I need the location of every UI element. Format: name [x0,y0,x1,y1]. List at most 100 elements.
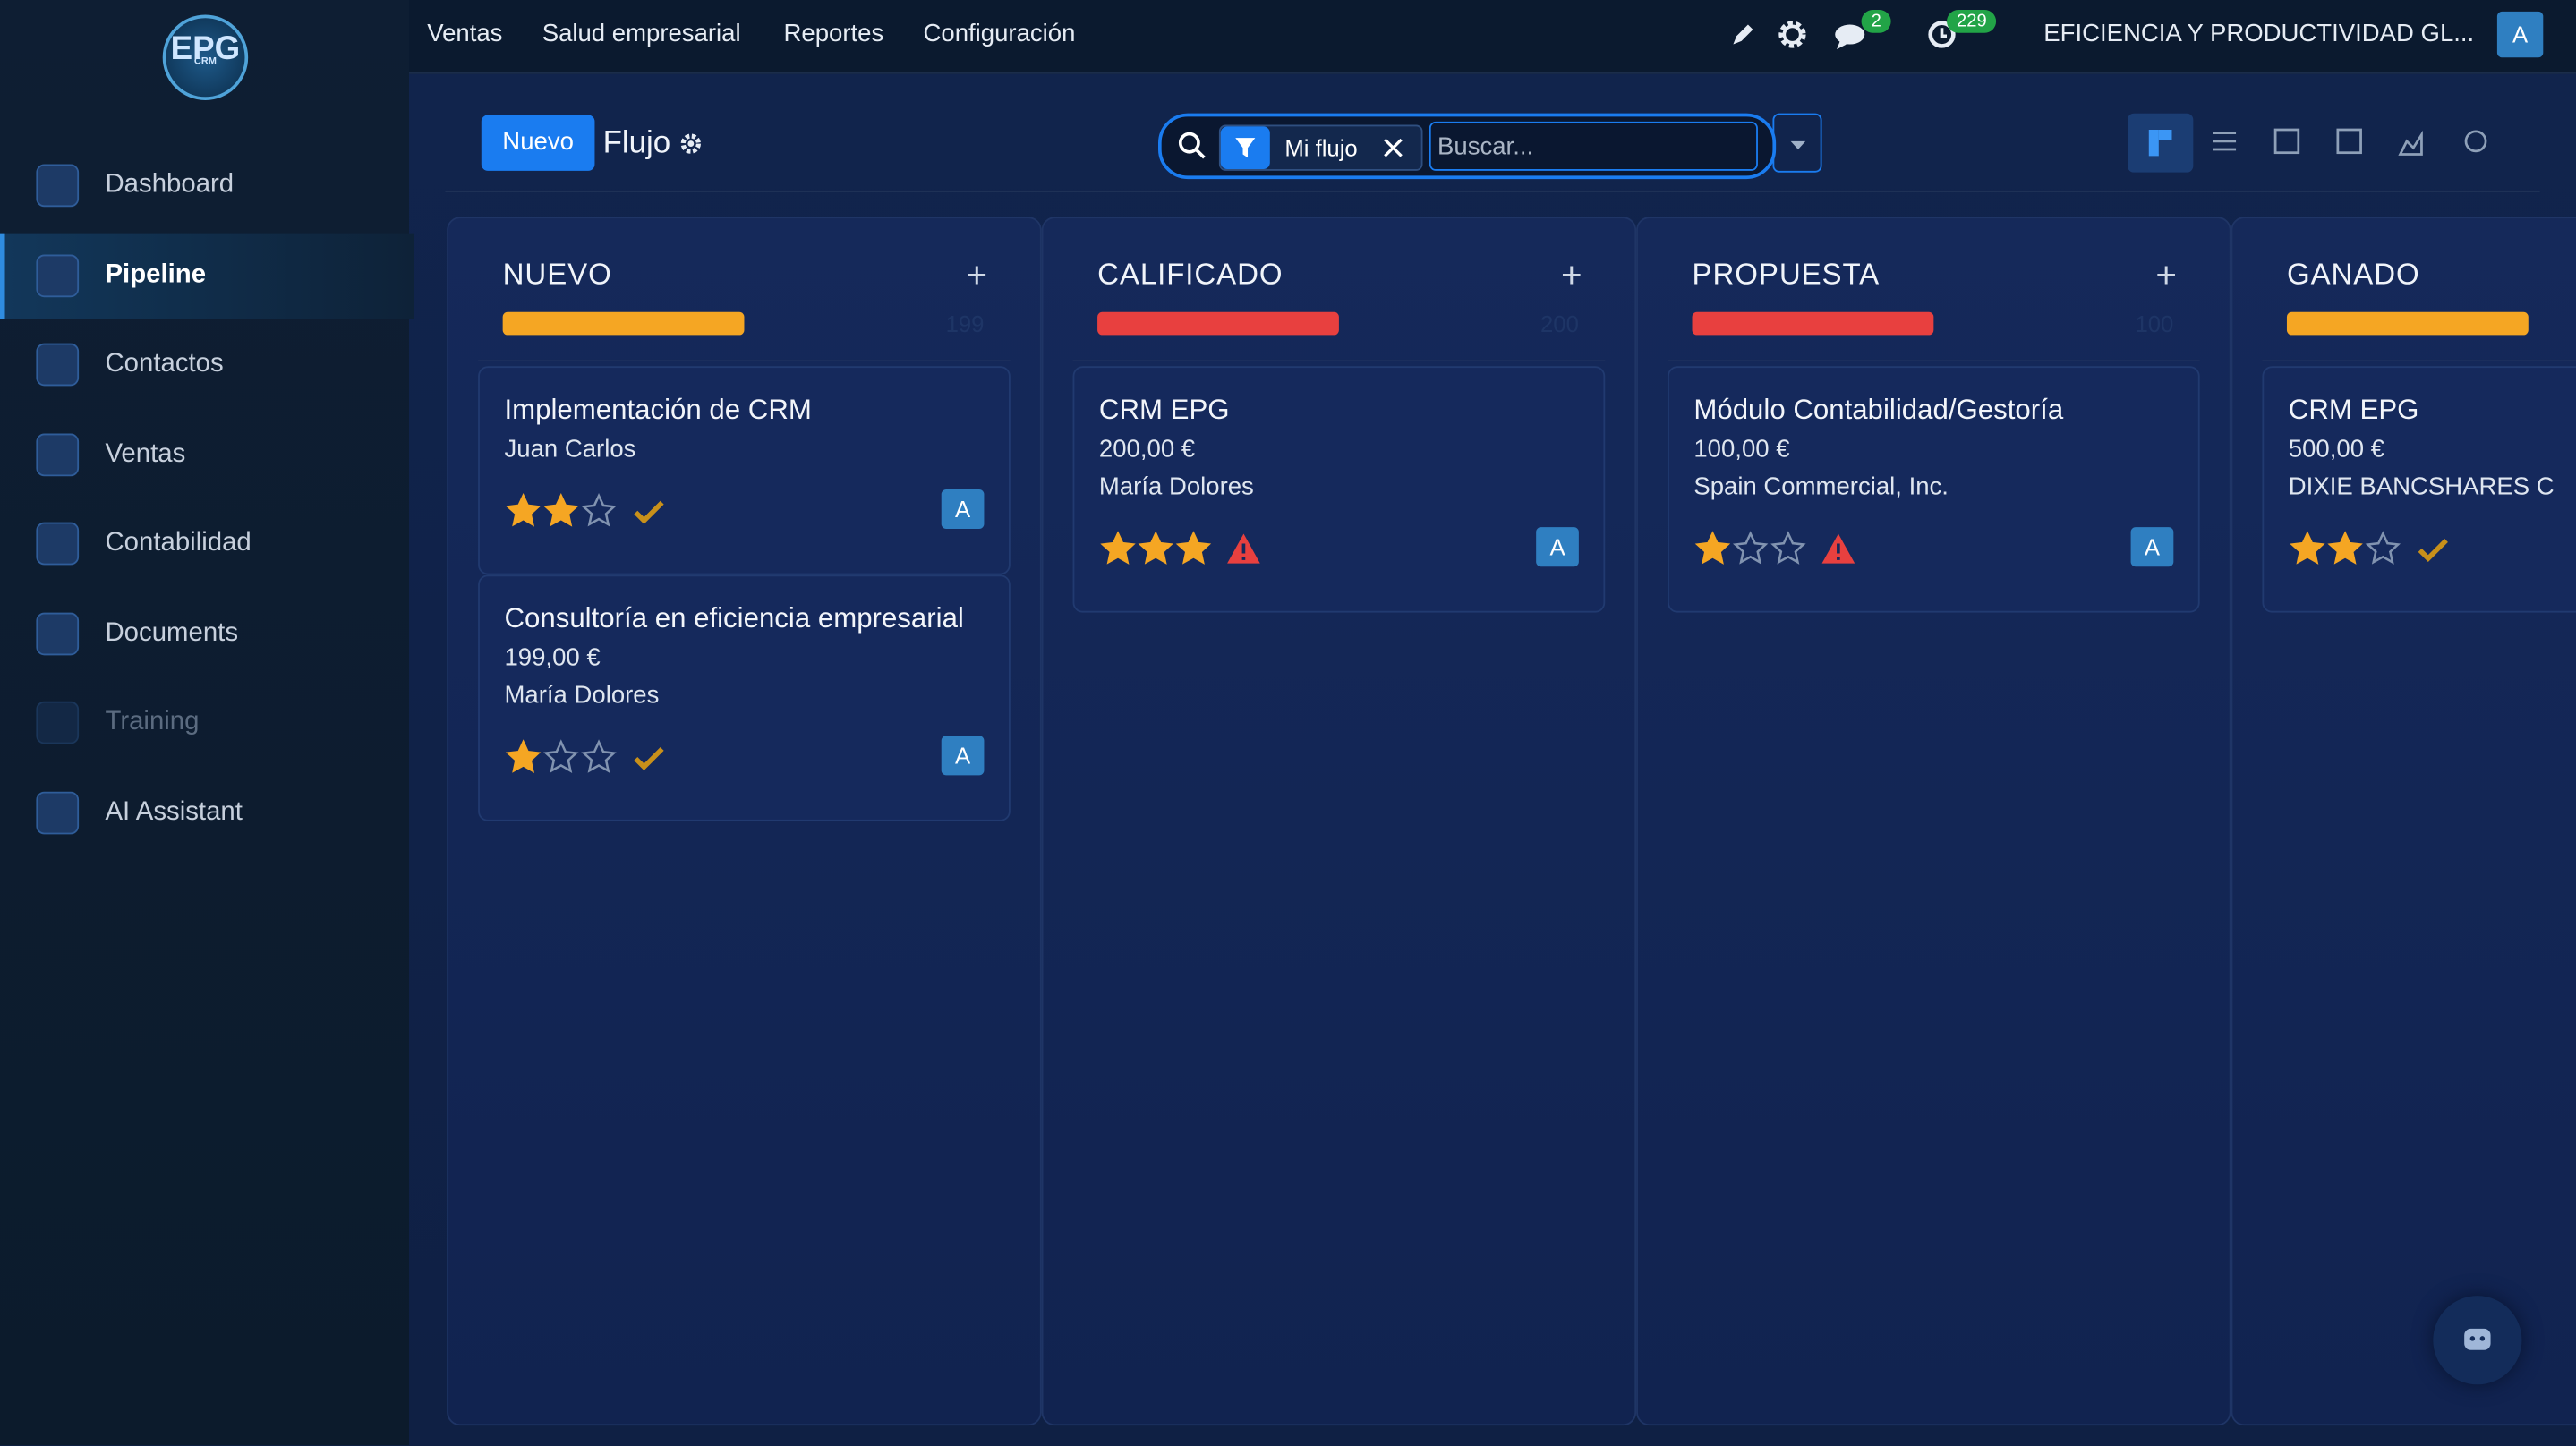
deal-card[interactable]: Módulo Contabilidad/Gestoría 100,00 € Spai… [1667,366,2200,613]
ai-assistant-button[interactable] [2433,1296,2522,1385]
new-button[interactable]: Nuevo [481,115,595,171]
search-icon [1178,132,1206,159]
sidebar-label: Contactos [105,349,224,379]
view-switcher [2127,113,2505,173]
remove-filter[interactable] [1383,138,1403,157]
card-avatar: A [2130,527,2174,567]
star[interactable] [2364,531,2401,566]
sidebar-icon [36,164,80,208]
search-box: Mi flujo Buscar... [1157,113,1777,180]
card-title: Implementación de CRM [504,394,812,426]
status-icon [634,500,664,524]
star[interactable] [580,739,618,775]
status-icon [1227,533,1260,564]
sidebar-item[interactable]: Contabilidad [0,501,409,586]
deal-card[interactable]: Consultoría en eficiencia empresarial 199… [478,574,1011,821]
view-settings-icon[interactable] [678,132,704,157]
top-nav-item[interactable]: Salud empresarial [542,20,741,48]
top-bar: 2 229 EFICIENCIA Y PRODUCTIVIDAD GL... A… [409,0,2576,74]
column-divider [1667,359,2200,362]
star[interactable] [1174,531,1212,566]
star[interactable] [542,739,580,775]
star[interactable] [1693,531,1731,566]
status-icon [2418,538,2448,562]
company-name[interactable]: EFICIENCIA Y PRODUCTIVIDAD GL... [2043,20,2475,48]
sidebar-item[interactable]: Dashboard [0,143,409,228]
add-card[interactable]: + [2155,254,2177,296]
toolbar: Nuevo Flujo Mi flujo Buscar... [445,102,2540,192]
sidebar-label: Pipeline [105,259,207,289]
sidebar-item[interactable]: Documents [0,591,409,676]
logo: EPG CRM [162,14,249,100]
rating [2289,531,2452,566]
sidebar-icon [36,701,80,744]
card-avatar: A [941,736,985,776]
sidebar-icon [36,611,80,655]
sidebar-label: Ventas [105,438,186,468]
pipeline-column: NUEVO +199 Implementación de CRM Juan Carlo… [447,217,1042,1426]
card-line: María Dolores [1098,472,1254,501]
filter-label: Mi flujo [1284,134,1358,161]
column-divider [478,359,1011,362]
deal-card[interactable]: CRM EPG 200,00 € María Dolores A [1072,366,1606,613]
star[interactable] [542,492,580,529]
activity-icon[interactable] [1925,18,1958,51]
column-total: 200 [1540,310,1579,337]
logo-sub: CRM [193,57,217,68]
star[interactable] [2326,531,2364,566]
sidebar-item[interactable]: AI Assistant [0,770,409,855]
star[interactable] [1099,531,1137,566]
deal-card[interactable]: Implementación de CRM Juan Carlos A [478,366,1011,575]
card-title: Módulo Contabilidad/Gestoría [1693,394,2064,426]
card-line: Juan Carlos [504,435,636,464]
pipeline-column: PROPUESTA +100 Módulo Contabilidad/Gestorí… [1636,217,2231,1426]
sidebar-item[interactable]: Ventas [0,412,409,497]
add-card[interactable]: + [966,254,988,296]
rating [504,492,667,529]
status-icon [634,747,664,771]
star[interactable] [1770,531,1807,566]
top-nav-item[interactable]: Configuración [923,20,1076,48]
sidebar-item[interactable]: Contactos [0,322,409,407]
sidebar-item[interactable]: Pipeline [0,232,414,319]
sidebar-label: Documents [105,618,238,647]
sidebar-item[interactable]: Training [0,680,409,765]
deal-card[interactable]: CRM EPG 500,00 € DIXIE BANCSHARES C [2262,366,2576,613]
user-avatar[interactable]: A [2496,11,2544,58]
sidebar-label: Contabilidad [105,529,252,557]
chat-icon[interactable] [1833,20,1869,53]
card-line: María Dolores [504,681,660,710]
card-line: 200,00 € [1098,435,1196,464]
card-line: 100,00 € [1693,435,1790,464]
activity-badge: 229 [1947,10,1997,33]
star[interactable] [2289,531,2326,566]
star[interactable] [1137,531,1174,566]
star[interactable] [504,492,542,529]
column-progress [2286,311,2529,336]
column-divider [2262,359,2576,362]
filter-chip: Mi flujo [1218,124,1423,171]
top-nav-item[interactable]: Ventas [427,20,503,48]
star[interactable] [504,739,542,775]
card-title: CRM EPG [2288,394,2419,426]
search-input[interactable]: Buscar... [1429,121,1758,171]
top-nav-item[interactable]: Reportes [783,20,884,48]
sidebar-label: AI Assistant [105,797,243,826]
search-dropdown[interactable] [1772,113,1822,173]
column-title: NUEVO [502,258,612,291]
view-title: Flujo [602,126,671,161]
sidebar-icon [36,432,80,476]
column-title: PROPUESTA [1692,258,1881,291]
star[interactable] [1732,531,1770,566]
settings-icon[interactable] [1774,16,1810,52]
column-total: 100 [2135,310,2174,337]
sidebar-label: Training [105,708,200,736]
star[interactable] [580,492,618,529]
add-card[interactable]: + [1560,254,1582,296]
edit-icon[interactable] [1728,20,1758,49]
column-title: CALIFICADO [1097,258,1284,291]
card-avatar: A [1536,527,1579,567]
card-line: Spain Commercial, Inc. [1693,472,1949,501]
card-line: 500,00 € [2288,435,2384,464]
